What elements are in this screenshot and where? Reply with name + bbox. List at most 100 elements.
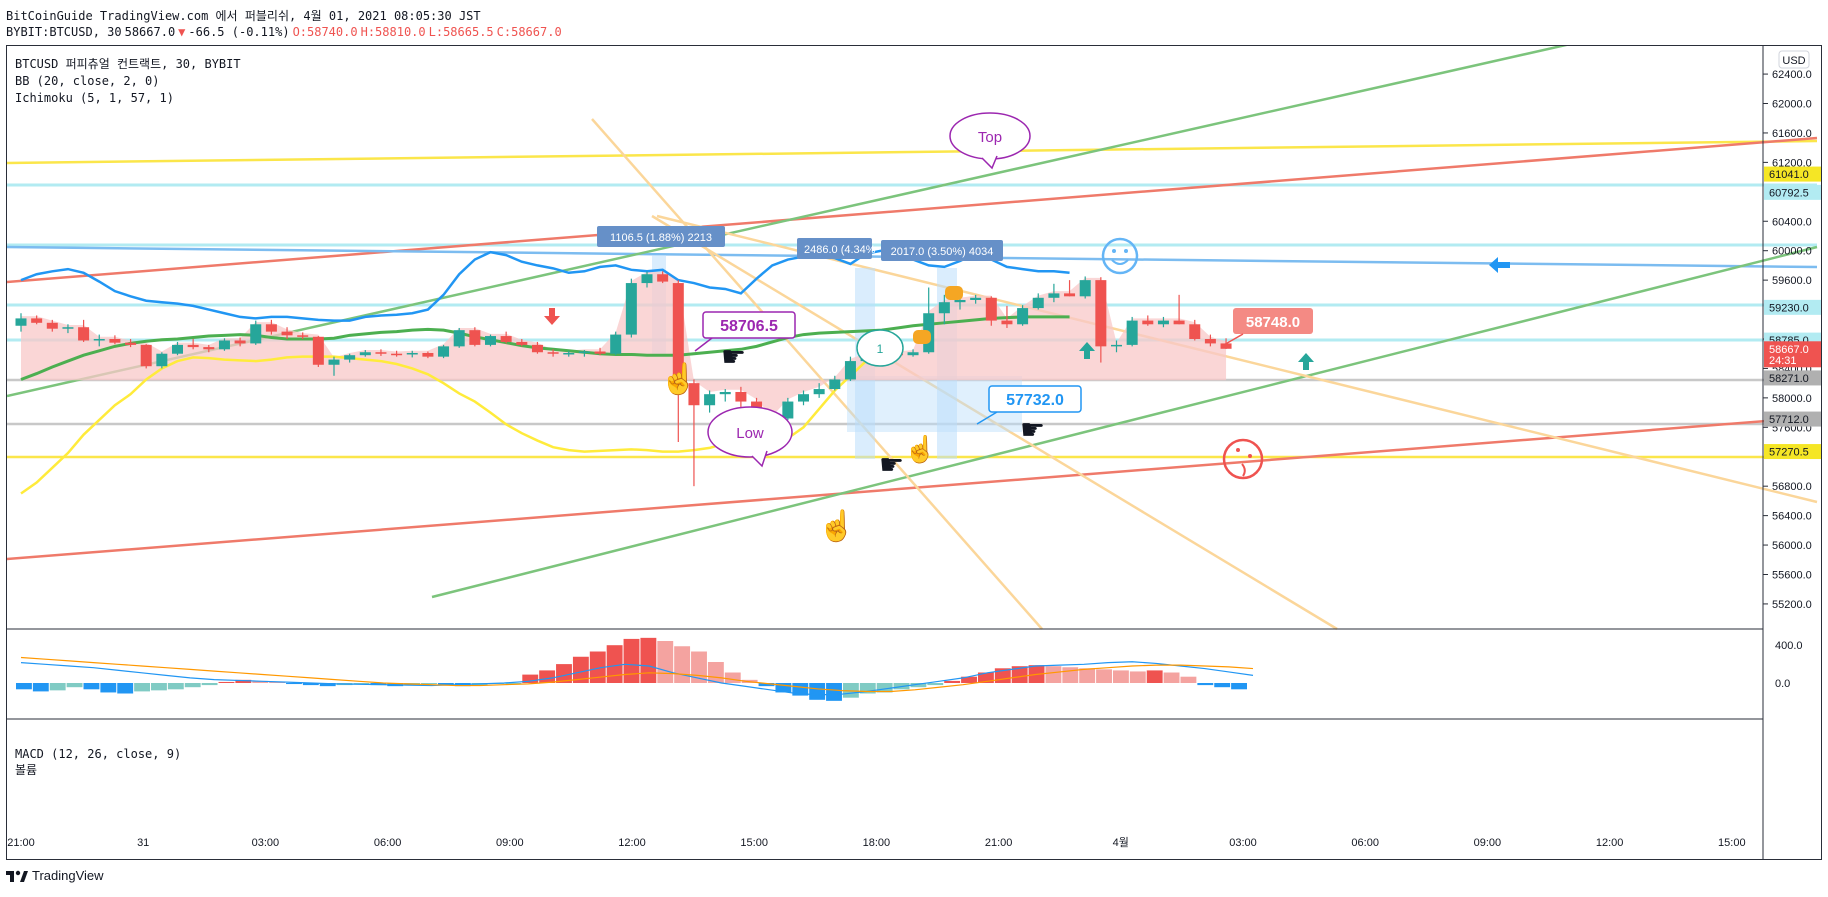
footer-brand[interactable]: TradingView	[32, 868, 104, 883]
candle-body	[578, 351, 590, 354]
indicator-legend: BTCUSD 퍼피츄얼 컨트랙트, 30, BYBIT BB (20, clos…	[15, 56, 241, 107]
legend-bb[interactable]: BB (20, close, 2, 0)	[15, 74, 160, 88]
macd-bar	[1197, 683, 1214, 686]
macd-bar	[1045, 666, 1062, 683]
macd-bar	[269, 681, 286, 683]
arrow-up-icon-1	[1079, 342, 1095, 359]
callout-low-text: 57732.0	[1006, 392, 1064, 409]
callout-low-box[interactable]	[988, 385, 1082, 413]
time-tick-label: 18:00	[863, 837, 891, 849]
price-axis[interactable]: 62400.0 62000.0 61600.0 61200.0 60400.0 60000…	[1763, 69, 1822, 690]
time-tick-label: 15:00	[1718, 837, 1746, 849]
trendline-orange-1[interactable]	[591, 118, 1043, 630]
macd-bar	[1062, 667, 1079, 683]
candle-body	[78, 327, 90, 341]
low-bubble-text: Low	[736, 425, 764, 442]
signal-line	[20, 656, 1254, 693]
trendline-red-lower[interactable]	[7, 415, 1818, 561]
macd-bar	[556, 664, 572, 683]
candle-body	[829, 379, 841, 390]
candle-body	[250, 324, 262, 344]
price-tick-label: 62400.0	[1772, 69, 1812, 81]
measure-label-2-bg	[797, 238, 872, 259]
price-tick-label: 56800.0	[1772, 481, 1812, 493]
candle-body	[610, 334, 622, 354]
down-arrow-icon: ▼	[178, 25, 186, 39]
candle-body	[297, 335, 309, 337]
chart-header: BitCoinGuide TradingView.com 에서 퍼블리쉬, 4월…	[6, 8, 565, 40]
time-tick-label: 12:00	[1596, 837, 1624, 849]
legend-ichimoku[interactable]: Ichimoku (5, 1, 57, 1)	[15, 91, 174, 105]
time-tick-label: 06:00	[1351, 837, 1379, 849]
callout-right-box[interactable]	[1233, 308, 1313, 334]
legend-macd[interactable]: MACD (12, 26, close, 9)	[15, 747, 182, 761]
trendline-red-upper[interactable]	[7, 136, 1818, 284]
time-tick-label: 15:00	[740, 837, 768, 849]
price-label-bg	[1764, 341, 1821, 368]
macd-bar	[252, 680, 269, 683]
arrow-up-icon-2	[1298, 353, 1314, 370]
time-tick-label: 21:00	[985, 837, 1013, 849]
low-value: L:58665.5	[428, 25, 494, 39]
last-price: 58667.0	[124, 25, 176, 39]
cat-icon-2	[913, 330, 931, 344]
candle-body	[15, 318, 27, 326]
time-axis[interactable]: 21:00 31 03:00 06:00 09:00 12:00 15:00 18:00 21:…	[7, 836, 1745, 849]
candle-body	[391, 353, 403, 356]
close-value: C:58667.0	[496, 25, 562, 39]
macd-bar	[201, 683, 218, 686]
price-chart-svg[interactable]: 1106.5 (1.88%) 2213 2486.0 (4.34% 2017.0…	[7, 46, 1822, 860]
callout-right-text: 58748.0	[1246, 314, 1300, 331]
price-tick-label: 61600.0	[1772, 128, 1812, 140]
candle-body	[1126, 320, 1138, 345]
macd-bar	[66, 683, 83, 688]
hline-yellow-top[interactable]	[7, 139, 1818, 165]
candle-body	[798, 394, 809, 402]
candle-body	[93, 339, 105, 341]
macd-bar	[184, 683, 201, 688]
hand-pointer-icon-3: ☛	[721, 341, 746, 372]
hand-pointer-icon-6: ☝	[904, 433, 936, 465]
price-tick-label: 58000.0	[1772, 393, 1812, 405]
time-tick-label: 12:00	[618, 837, 646, 849]
chart-frame[interactable]: 1106.5 (1.88%) 2213 2486.0 (4.34% 2017.0…	[6, 45, 1822, 860]
candle-body	[1095, 280, 1107, 347]
candle-body	[109, 339, 121, 343]
price-label: 57270.5	[1769, 447, 1809, 459]
footer: TradingView	[6, 868, 104, 883]
legend-volume[interactable]: 볼륨	[15, 763, 38, 777]
callout-high-box[interactable]	[702, 311, 796, 339]
candle-body	[46, 322, 58, 329]
price-tick-label: 56000.0	[1772, 540, 1812, 552]
candle-body	[516, 341, 528, 345]
candle-body	[172, 344, 183, 354]
low-bubble[interactable]	[707, 406, 793, 458]
trendline-orange-2[interactable]	[651, 214, 1338, 631]
macd-bar	[572, 656, 589, 683]
trendline-green-lower[interactable]	[431, 245, 1818, 599]
currency-badge[interactable]	[1778, 50, 1810, 69]
bubble-one[interactable]	[856, 329, 904, 367]
macd-bar	[1163, 672, 1180, 683]
open-value: O:58740.0	[292, 25, 358, 39]
candle-body	[218, 340, 230, 350]
price-tick-label: 62000.0	[1772, 99, 1812, 111]
macd-bar	[1146, 670, 1163, 683]
candle-body	[813, 389, 825, 395]
candle-body	[453, 330, 465, 347]
macd-bar	[961, 676, 977, 683]
macd-bar	[640, 637, 657, 683]
macd-bar	[606, 645, 623, 683]
candle-body	[1204, 339, 1216, 344]
candle-body	[1220, 343, 1232, 349]
price-change: -66.5 (-0.11%)	[188, 25, 290, 39]
candle-body	[547, 352, 559, 354]
candle-body	[1157, 320, 1169, 325]
legend-symbol[interactable]: BTCUSD 퍼피츄얼 컨트랙트, 30, BYBIT	[15, 57, 241, 71]
candle-body	[563, 352, 575, 355]
svg-text:☛: ☛	[879, 449, 904, 480]
price-tick-label: 56400.0	[1772, 511, 1812, 523]
candle-body	[844, 361, 856, 380]
candle-body	[485, 336, 496, 345]
candle-body	[234, 340, 246, 344]
